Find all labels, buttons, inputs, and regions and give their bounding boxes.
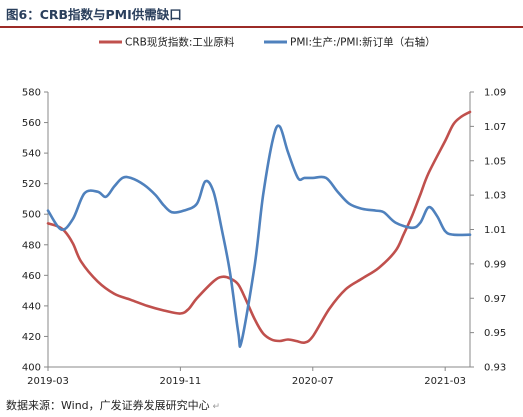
x-axis-ticks: 2019-03 2019-11 2020-07 2021-03 bbox=[27, 367, 466, 387]
left-tick-label: 440 bbox=[22, 301, 41, 312]
title-rule bbox=[0, 26, 523, 28]
right-tick-label: 0.95 bbox=[484, 328, 506, 339]
right-tick-label: 1.01 bbox=[484, 225, 506, 236]
left-tick-label: 520 bbox=[22, 179, 41, 190]
right-tick-label: 0.97 bbox=[484, 294, 506, 305]
series-line-crb bbox=[46, 110, 472, 345]
right-tick-label: 1.09 bbox=[484, 88, 506, 99]
right-axis-ticks: 0.93 0.95 0.97 0.99 1.01 1.03 1.05 1.07 1.09 bbox=[470, 88, 506, 374]
right-tick-label: 0.93 bbox=[484, 363, 506, 374]
x-tick-label: 2020-07 bbox=[292, 376, 334, 387]
left-tick-label: 480 bbox=[22, 240, 41, 251]
legend: CRB现货指数:工业原料 PMI:生产:/PMI:新订单（右轴） bbox=[99, 36, 436, 49]
x-tick-label: 2021-03 bbox=[424, 376, 466, 387]
right-tick-label: 1.07 bbox=[484, 122, 506, 133]
left-axis-ticks: 400 420 440 460 480 500 520 540 560 580 bbox=[22, 88, 48, 374]
right-tick-label: 0.99 bbox=[484, 259, 506, 270]
source-note: 数据来源：Wind，广发证券发展研究中心 ↵ bbox=[6, 397, 220, 413]
return-mark-icon: ↵ bbox=[209, 402, 221, 412]
series-line-pmi bbox=[46, 124, 472, 348]
right-tick-label: 1.03 bbox=[484, 191, 506, 202]
left-tick-label: 420 bbox=[22, 332, 41, 343]
left-tick-label: 500 bbox=[22, 210, 41, 221]
left-tick-label: 560 bbox=[22, 118, 41, 129]
legend-label-pmi: PMI:生产:/PMI:新订单（右轴） bbox=[290, 36, 436, 49]
legend-label-crb: CRB现货指数:工业原料 bbox=[125, 36, 235, 49]
x-tick-label: 2019-03 bbox=[27, 376, 69, 387]
figure-title: 图6：CRB指数与PMI供需缺口 bbox=[6, 7, 182, 22]
x-tick-label: 2019-11 bbox=[159, 376, 201, 387]
left-tick-label: 540 bbox=[22, 149, 41, 160]
source-text: 数据来源：Wind，广发证券发展研究中心 bbox=[6, 399, 210, 412]
left-tick-label: 580 bbox=[22, 88, 41, 99]
right-tick-label: 1.05 bbox=[484, 156, 506, 167]
left-tick-label: 400 bbox=[22, 363, 41, 374]
left-tick-label: 460 bbox=[22, 271, 41, 282]
